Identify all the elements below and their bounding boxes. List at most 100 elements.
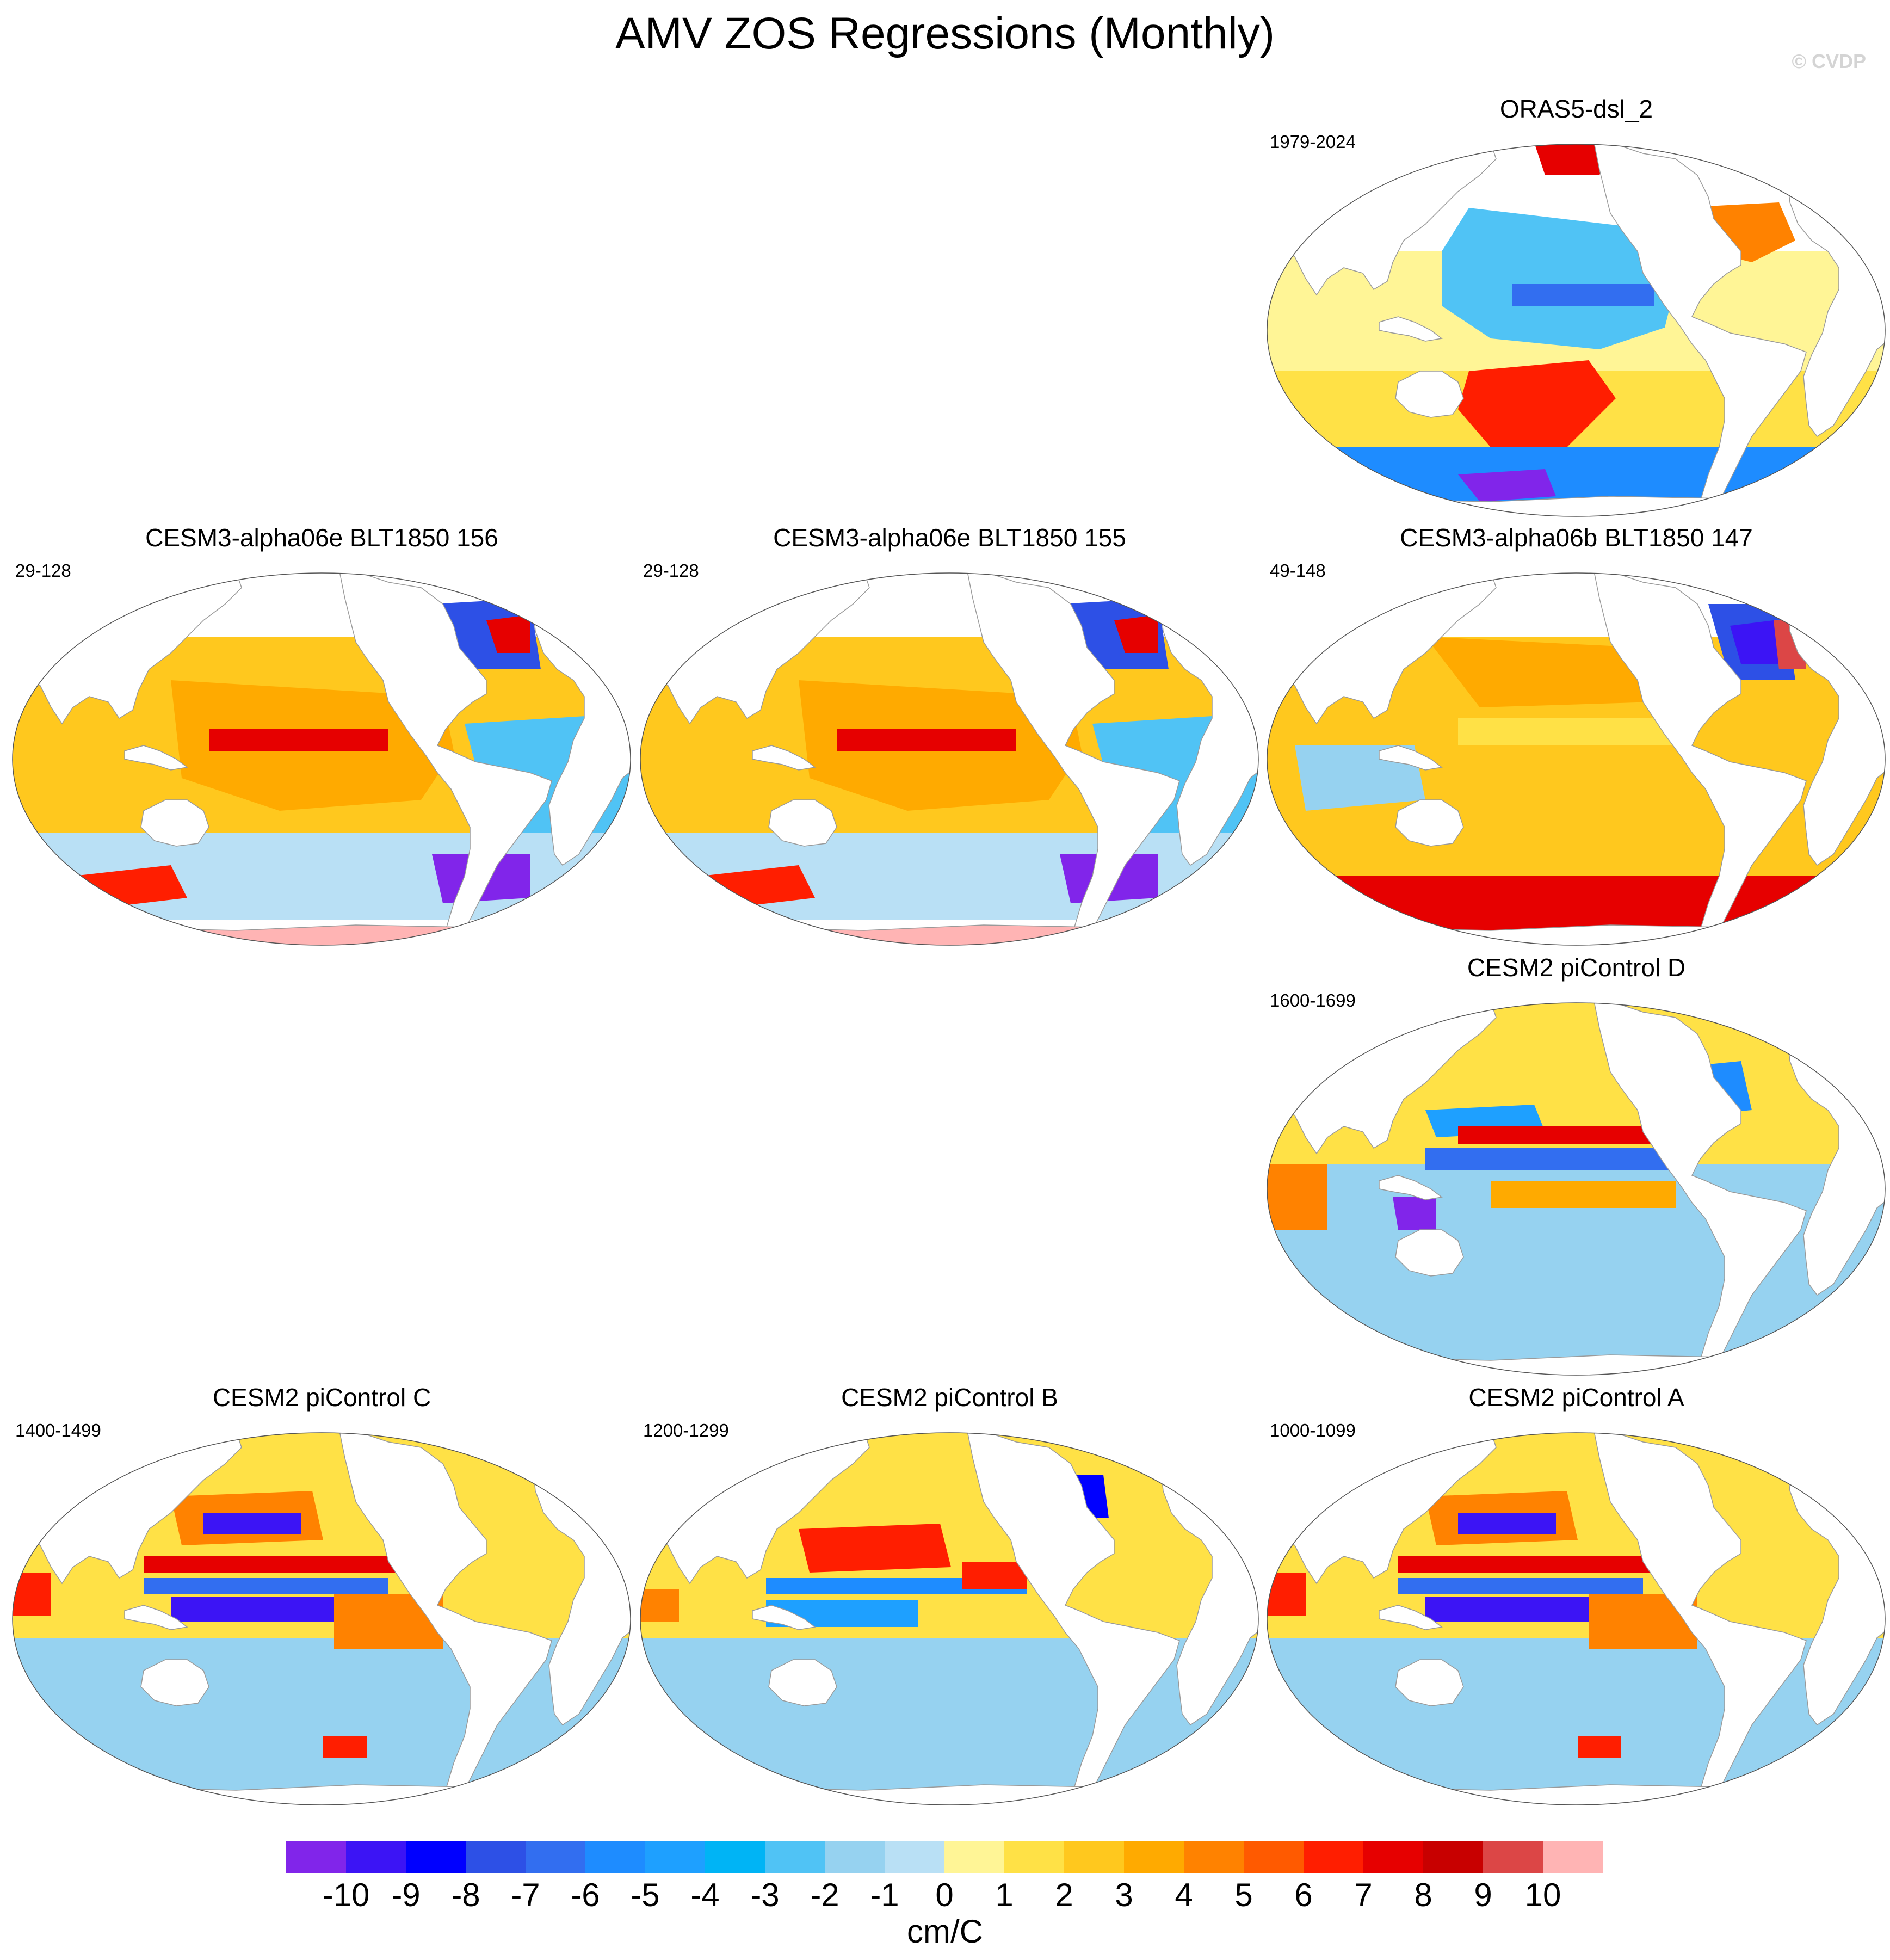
colorbar-tick-label: -1 — [870, 1877, 899, 1913]
colorbar-swatch — [1064, 1841, 1125, 1873]
colorbar-swatch — [1244, 1841, 1304, 1873]
antarctica-mask — [1267, 924, 1885, 945]
map-border — [1267, 1002, 1886, 1376]
colorbar-swatch — [585, 1841, 646, 1873]
zos-anomaly-region — [1425, 1597, 1610, 1622]
colorbar-swatch — [1304, 1841, 1364, 1873]
map-oras5 — [1267, 144, 1886, 517]
colorbar-swatch — [825, 1841, 885, 1873]
antarctica-mask — [1267, 1354, 1885, 1375]
zos-anomaly-region — [1491, 1181, 1676, 1208]
land-mask — [752, 1605, 816, 1630]
land-mask — [1593, 1433, 1807, 1805]
colorbar-swatch — [885, 1841, 945, 1873]
colorbar-tick-label: 0 — [935, 1877, 954, 1913]
panel-cesm2-c: CESM2 piControl C 1400-1499 — [8, 1382, 636, 1812]
colorbar-tick-label: 1 — [995, 1877, 1014, 1913]
map-border — [1267, 1432, 1886, 1805]
land-mask — [140, 1659, 209, 1706]
colorbar-tick-label: -3 — [750, 1877, 780, 1913]
panel-title: CESM3-alpha06b BLT1850 147 — [1400, 523, 1753, 552]
colorbar-swatch — [406, 1841, 466, 1873]
panel-period: 29-128 — [15, 560, 71, 581]
colorbar-tick-label: -9 — [391, 1877, 421, 1913]
land-mask — [967, 573, 1180, 945]
panel-period: 1200-1299 — [643, 1420, 729, 1440]
zos-anomaly-region — [1425, 1148, 1676, 1170]
zos-anomaly-region — [486, 615, 530, 653]
colorbar-swatch — [1184, 1841, 1244, 1873]
antarctica-mask — [13, 1784, 631, 1805]
colorbar-tick-label: 4 — [1175, 1877, 1193, 1913]
zos-anomaly-region — [171, 1597, 356, 1622]
panel-period: 29-128 — [643, 560, 699, 581]
zos-anomaly-region — [640, 1589, 679, 1622]
antarctica-mask — [13, 924, 631, 945]
map-border — [1267, 144, 1886, 517]
land-mask — [1593, 573, 1807, 945]
land-mask — [1395, 799, 1464, 847]
colorbar — [286, 1841, 1603, 1873]
land-mask — [768, 1659, 837, 1706]
map-cesm3-155 — [640, 572, 1259, 946]
map-cesm2-d — [1267, 1002, 1886, 1376]
zos-anomaly-region — [144, 1556, 421, 1573]
panel-cesm2-b: CESM2 piControl B 1200-1299 — [635, 1382, 1264, 1812]
panel-period: 49-148 — [1270, 560, 1326, 581]
zos-anomaly-region — [1534, 144, 1610, 175]
zos-anomaly-region — [1458, 469, 1556, 502]
map-border — [640, 1432, 1259, 1805]
map-cesm3-147 — [1267, 572, 1886, 946]
colorbar-tick-label: -6 — [571, 1877, 600, 1913]
map-border — [12, 1432, 631, 1805]
colorbar-tick-label: -2 — [810, 1877, 839, 1913]
colorbar-tick-label: -5 — [631, 1877, 660, 1913]
colorbar-swatch — [1363, 1841, 1424, 1873]
map-border — [1267, 572, 1886, 946]
zos-anomaly-region — [1458, 360, 1616, 447]
map-cesm3-156 — [12, 572, 631, 946]
map-cesm2-b — [640, 1432, 1259, 1805]
land-mask — [752, 745, 816, 771]
zos-anomaly-region — [1398, 1556, 1676, 1573]
zos-anomaly-region — [1267, 1164, 1327, 1230]
colorbar-tick-label: 9 — [1474, 1877, 1492, 1913]
antarctica-mask — [640, 924, 1258, 945]
colorbar-tick-label: 5 — [1234, 1877, 1253, 1913]
panel-period: 1979-2024 — [1270, 132, 1356, 152]
land-mask — [768, 799, 837, 847]
land-mask — [1593, 144, 1807, 516]
land-mask — [1593, 1003, 1807, 1375]
zos-anomaly-region — [1458, 1126, 1665, 1144]
antarctica-mask — [1267, 496, 1885, 516]
colorbar-swatch — [944, 1841, 1005, 1873]
land-mask — [124, 745, 188, 771]
colorbar-swatch — [1004, 1841, 1065, 1873]
land-mask — [124, 1605, 188, 1630]
panel-title: ORAS5-dsl_2 — [1499, 95, 1653, 123]
panel-cesm2-a: CESM2 piControl A 1000-1099 — [1262, 1382, 1890, 1812]
zos-anomaly-region — [1425, 637, 1654, 707]
colorbar-tick-label: 6 — [1294, 1877, 1313, 1913]
zos-anomaly-region — [1730, 620, 1779, 664]
zos-anomaly-region — [1114, 615, 1158, 653]
map-cesm2-c — [12, 1432, 631, 1805]
zos-anomaly-region — [1393, 1197, 1436, 1230]
zos-anomaly-region — [1512, 284, 1654, 306]
colorbar-tick-label: 8 — [1414, 1877, 1432, 1913]
cvdp-credit: © CVDP — [1792, 50, 1866, 72]
zos-anomaly-region — [1458, 718, 1676, 745]
zos-anomaly-region — [1267, 1573, 1306, 1616]
panel-cesm3-155: CESM3-alpha06e BLT1850 155 29-128 — [635, 522, 1264, 952]
land-mask — [1395, 371, 1464, 418]
colorbar-tick-label: 7 — [1354, 1877, 1373, 1913]
land-mask — [1395, 1229, 1464, 1277]
colorbar-swatch — [526, 1841, 586, 1873]
land-mask — [339, 573, 552, 945]
colorbar-tick-label: -8 — [451, 1877, 480, 1913]
colorbar-tick-label: 3 — [1115, 1877, 1133, 1913]
zos-anomaly-region — [1398, 1578, 1643, 1594]
land-mask — [1379, 316, 1443, 342]
panel-period: 1600-1699 — [1270, 990, 1356, 1010]
panel-cesm3-147: CESM3-alpha06b BLT1850 147 49-148 — [1262, 522, 1890, 952]
